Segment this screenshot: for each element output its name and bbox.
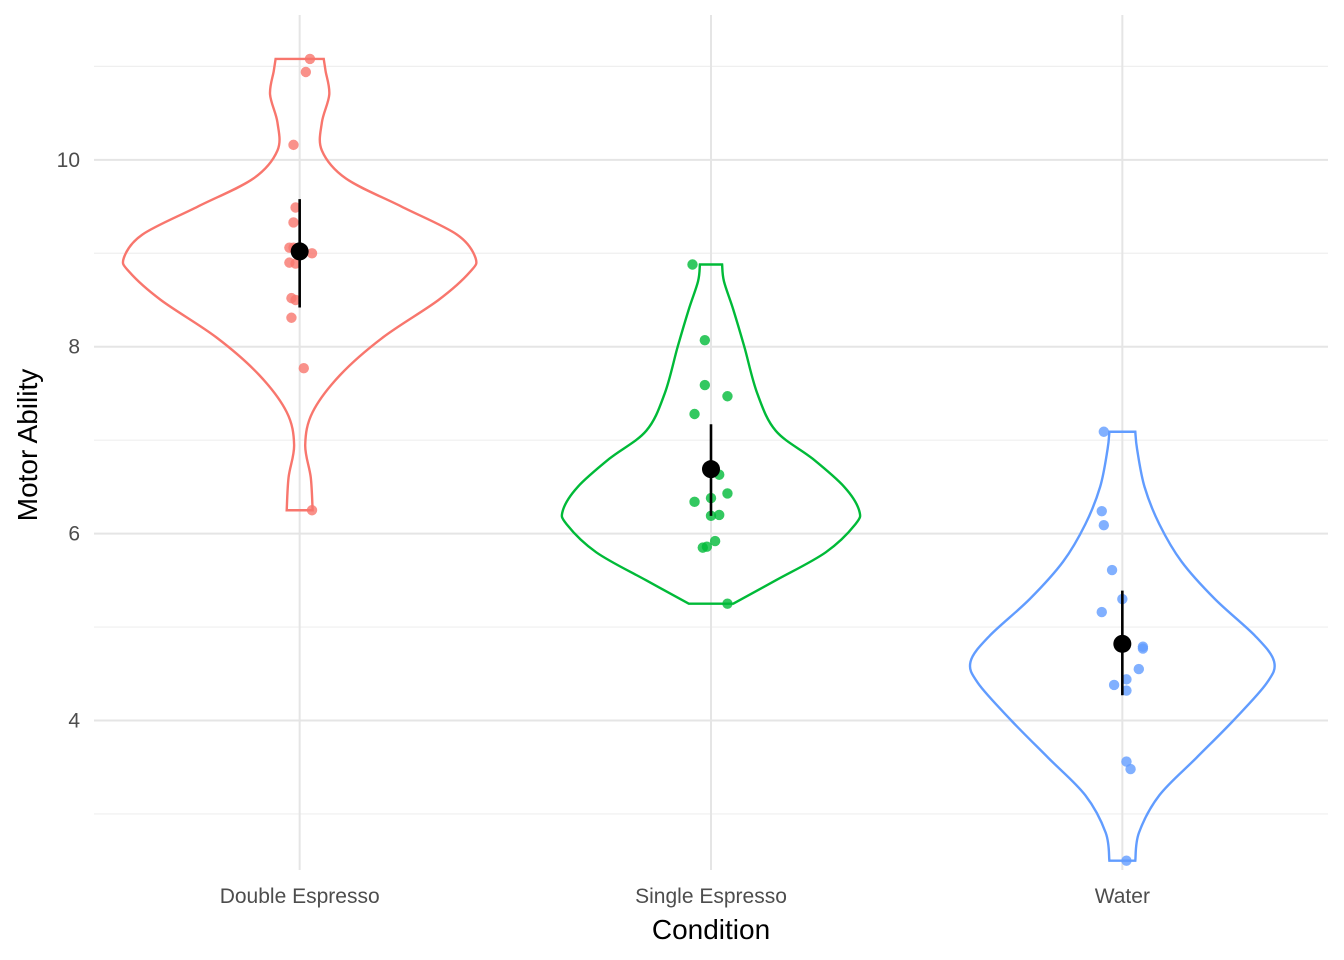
data-point: [1106, 564, 1118, 576]
mean-point: [290, 242, 309, 261]
x-axis-title: Condition: [652, 914, 770, 945]
mean-error-bars: [290, 199, 1132, 696]
data-point: [722, 598, 733, 609]
data-point: [1096, 505, 1107, 517]
x-tick-label: Single Espresso: [635, 885, 787, 908]
data-point: [722, 488, 733, 499]
data-point: [306, 248, 318, 259]
y-axis-title: Motor Ability: [12, 369, 43, 522]
data-point: [1121, 855, 1132, 866]
data-point: [722, 391, 733, 402]
data-point: [288, 139, 299, 151]
data-point: [288, 217, 299, 228]
data-point: [286, 292, 297, 304]
violin-water: [968, 430, 1276, 862]
data-point: [300, 66, 312, 78]
x-tick-label: Double Espresso: [220, 885, 380, 908]
data-point: [1098, 519, 1110, 531]
data-point: [1133, 663, 1144, 675]
y-tick-label: 8: [68, 336, 80, 359]
data-point: [306, 505, 318, 516]
x-axis-ticks: Double Espresso Single Espresso Water: [220, 885, 1150, 908]
data-point: [1121, 674, 1132, 685]
data-point: [689, 496, 700, 508]
data-point: [1121, 685, 1132, 696]
data-point: [687, 259, 698, 270]
data-points: [284, 53, 1149, 866]
data-point: [1108, 679, 1120, 691]
data-point: [709, 535, 721, 547]
data-point: [1137, 641, 1149, 652]
mean-point: [702, 460, 720, 479]
data-point: [1098, 426, 1110, 437]
data-point: [1096, 606, 1107, 618]
data-point: [290, 202, 301, 213]
violin-single-espresso: [560, 263, 862, 605]
data-point: [689, 408, 700, 420]
data-point: [286, 312, 297, 323]
y-tick-label: 6: [68, 523, 80, 546]
data-point: [699, 334, 711, 346]
violins: [121, 57, 1276, 862]
data-point: [699, 379, 711, 391]
y-tick-label: 10: [57, 149, 80, 172]
y-tick-label: 4: [68, 709, 80, 732]
x-tick-label: Water: [1095, 885, 1150, 908]
data-point: [714, 509, 725, 521]
mean-point: [1113, 634, 1132, 653]
data-point: [1121, 756, 1132, 767]
data-point: [298, 363, 309, 374]
violin-double-espresso: [121, 57, 478, 512]
data-point: [701, 541, 713, 552]
data-point: [284, 257, 295, 268]
data-point: [304, 53, 316, 65]
y-axis-ticks: 4 6 8 10: [57, 149, 81, 733]
